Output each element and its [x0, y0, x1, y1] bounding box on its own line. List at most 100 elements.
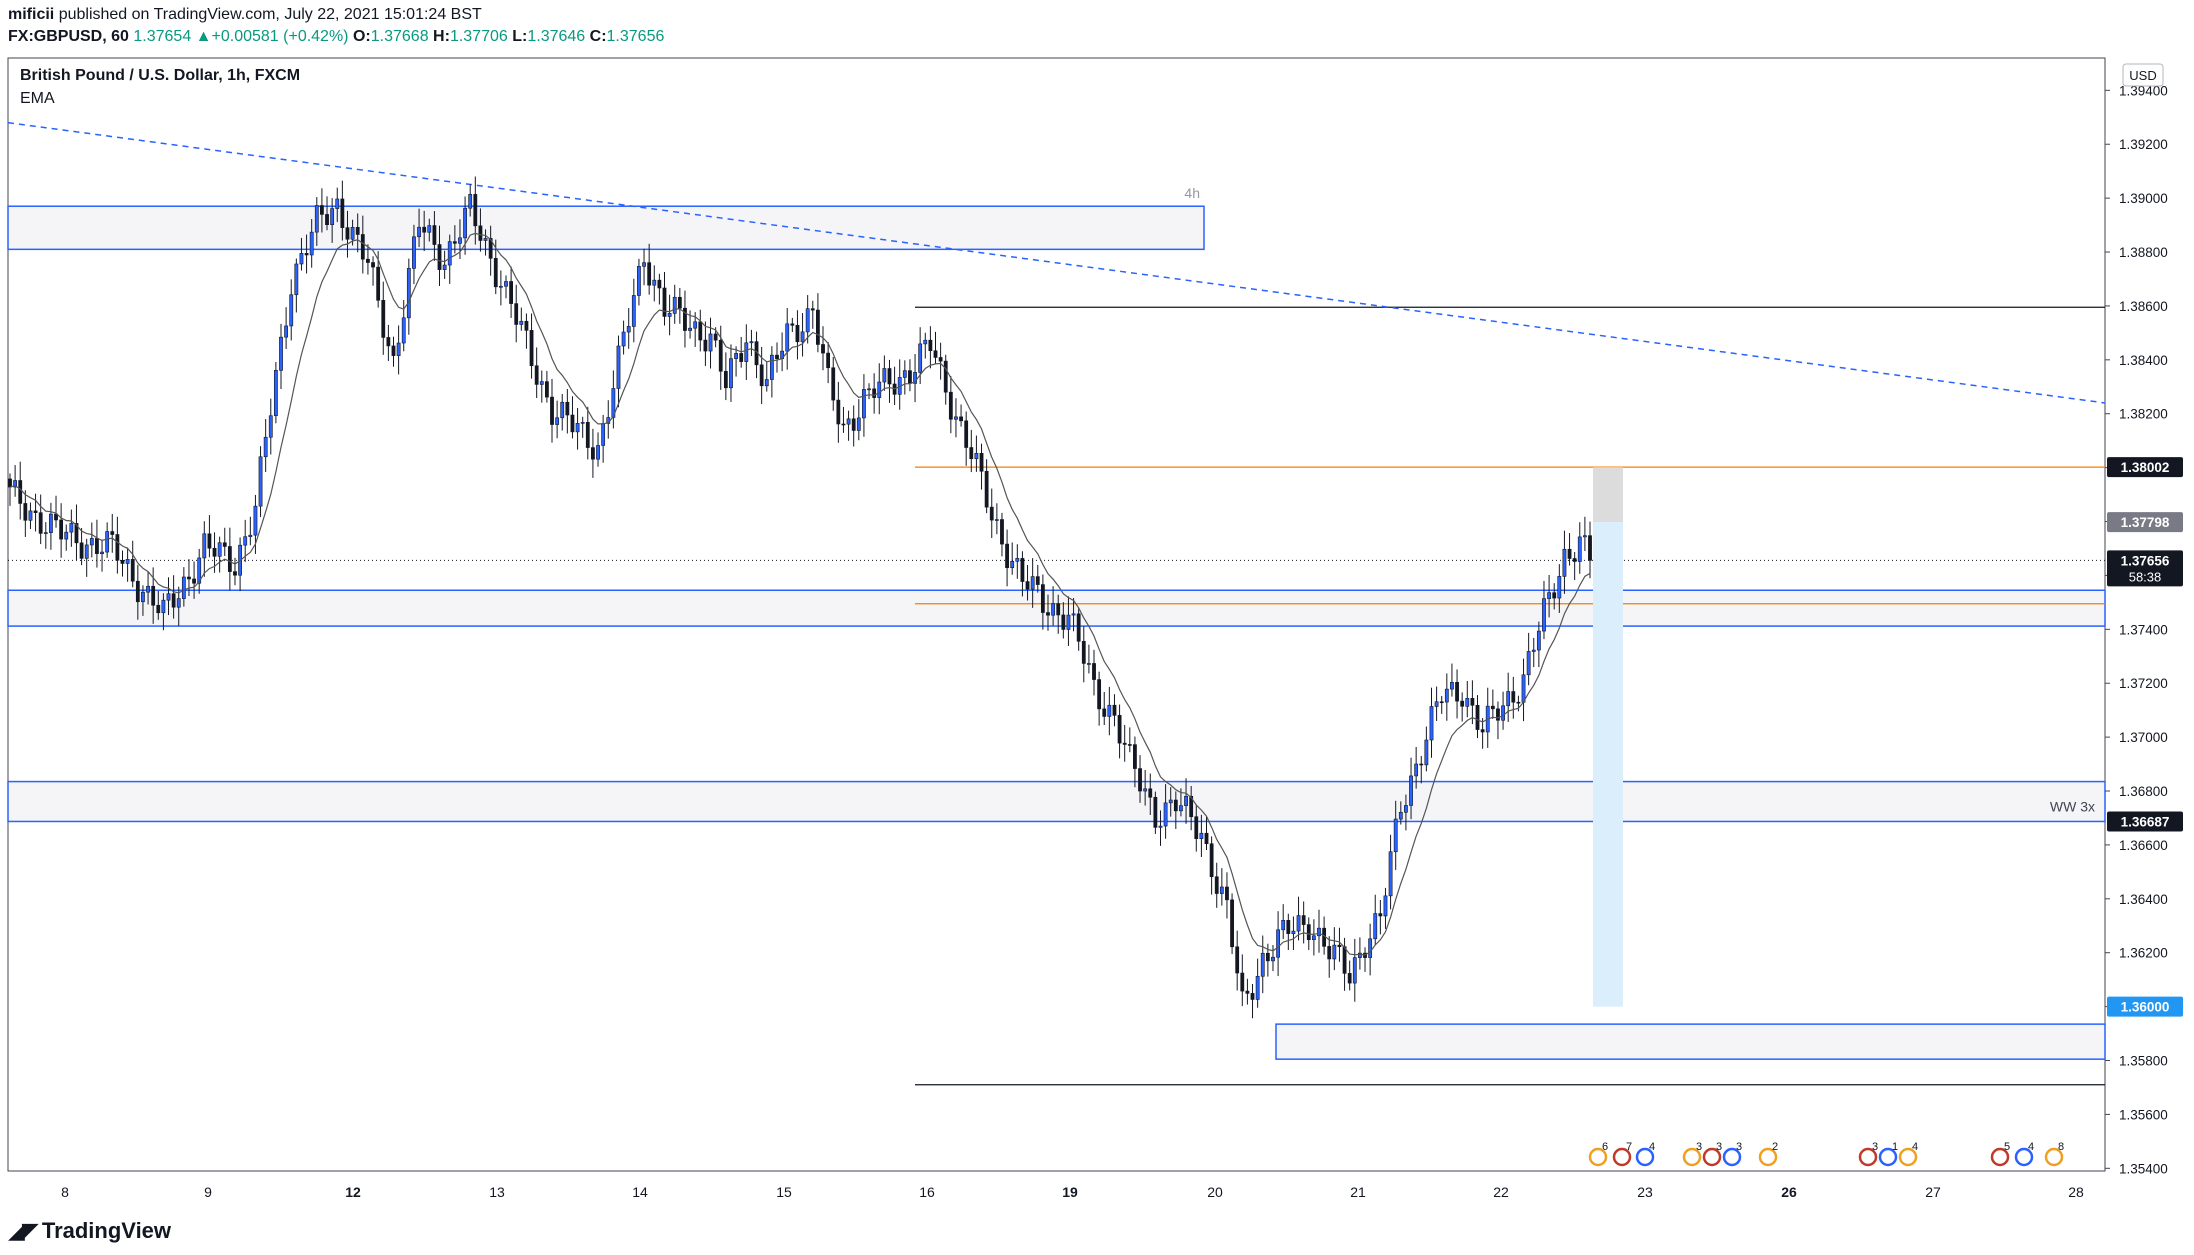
- stop-loss-box[interactable]: [1593, 467, 1623, 523]
- candle-body: [841, 423, 846, 426]
- candle-body: [902, 370, 907, 378]
- candle-body: [708, 333, 713, 352]
- candle-body: [355, 227, 360, 235]
- candle-body: [1219, 886, 1224, 894]
- candle-body: [38, 512, 43, 534]
- candle-body: [810, 308, 815, 311]
- candle-body: [1501, 705, 1505, 721]
- economic-event-icon[interactable]: [1588, 1147, 1608, 1167]
- candle-body: [923, 339, 928, 345]
- time-axis[interactable]: 8 9 12 13 14 15 16 19 20 21 22 23 26 27 28: [61, 1184, 2084, 1200]
- candle-body: [913, 372, 917, 384]
- zone-label: WW 3x: [2050, 799, 2095, 815]
- events-layer: 6 7 4 3 3 3 2 3 1 4 5 4 8: [1588, 1141, 2064, 1167]
- candle-body: [1404, 805, 1408, 813]
- candle-body: [800, 331, 805, 343]
- candle-body: [125, 559, 130, 564]
- candle-body: [1506, 691, 1511, 707]
- candle-body: [498, 285, 503, 288]
- candle-body: [775, 354, 779, 359]
- support-resistance-zone[interactable]: [1275, 1023, 2106, 1060]
- candle-body: [130, 559, 135, 582]
- ema-line[interactable]: [9, 232, 1591, 956]
- time-tick-label: 13: [489, 1184, 505, 1200]
- economic-event-icon[interactable]: [1612, 1147, 1632, 1167]
- candle-body: [688, 327, 692, 331]
- candle-body: [1470, 698, 1475, 706]
- candle-body: [1235, 946, 1240, 974]
- candle-body: [1153, 796, 1158, 828]
- candle-body: [570, 414, 575, 433]
- zone-label: 4h: [1184, 185, 1200, 201]
- take-profit-box[interactable]: [1593, 522, 1623, 1007]
- candle-body: [943, 360, 948, 393]
- currency-badge[interactable]: USD: [2122, 63, 2164, 87]
- event-count-label: 7: [1626, 1141, 1632, 1153]
- candle-body: [1429, 706, 1434, 741]
- price-label: 1.37656: [2121, 553, 2170, 568]
- candle-body: [396, 342, 401, 356]
- candle-body: [1588, 535, 1592, 561]
- support-resistance-zone[interactable]: [7, 780, 2106, 823]
- economic-event-icon[interactable]: [1702, 1147, 1722, 1167]
- candle-body: [458, 237, 462, 244]
- candle-body: [243, 536, 248, 546]
- economic-event-icon[interactable]: [1682, 1147, 1702, 1167]
- candle-body: [1388, 851, 1393, 897]
- economic-event-icon[interactable]: [1758, 1147, 1778, 1167]
- economic-event-icon[interactable]: [1990, 1147, 2010, 1167]
- candle-body: [872, 388, 877, 398]
- price-axis[interactable]: 1.35400 1.35600 1.35800 1.36000 1.36200 1.364…: [2105, 83, 2183, 1176]
- event-count-label: 5: [2004, 1141, 2010, 1153]
- candle-body: [534, 365, 539, 385]
- candle-body: [401, 317, 406, 344]
- candle-body: [1460, 700, 1465, 707]
- candle-body: [181, 576, 186, 599]
- candle-body: [1342, 946, 1347, 974]
- legend-indicator[interactable]: EMA: [20, 90, 55, 107]
- candle-body: [49, 513, 53, 533]
- candle-body: [1230, 899, 1234, 948]
- candle-body: [422, 226, 427, 233]
- candle-body: [299, 253, 304, 265]
- economic-event-icon[interactable]: [1878, 1147, 1898, 1167]
- candle-body: [1020, 558, 1025, 582]
- candle-body: [1291, 930, 1296, 934]
- economic-event-icon[interactable]: [2044, 1147, 2064, 1167]
- candle-body: [1061, 614, 1066, 630]
- price-label: 1.36000: [2121, 1000, 2170, 1015]
- candle-body: [1286, 920, 1291, 934]
- price-label: 1.37798: [2121, 515, 2170, 530]
- price-tick-label: 1.38200: [2119, 407, 2168, 422]
- trendline[interactable]: [7, 121, 2106, 404]
- candle-body: [156, 604, 161, 614]
- economic-event-icon[interactable]: [1858, 1147, 1878, 1167]
- economic-event-icon[interactable]: [1722, 1147, 1742, 1167]
- candle-body: [550, 396, 554, 425]
- candle-body: [1040, 584, 1045, 613]
- candle-body: [1424, 739, 1429, 766]
- candle-body: [171, 593, 176, 608]
- tradingview-logo[interactable]: ◢◤ TradingView: [8, 1218, 171, 1244]
- candle-body: [1260, 952, 1265, 977]
- candle-body: [437, 244, 442, 270]
- candle-body: [1311, 935, 1316, 941]
- support-resistance-zone[interactable]: [7, 205, 1205, 251]
- candle-body: [585, 422, 590, 448]
- candle-body: [483, 238, 488, 241]
- time-tick-label: 9: [204, 1184, 212, 1200]
- candle-body: [493, 257, 498, 288]
- economic-event-icon[interactable]: [1898, 1147, 1918, 1167]
- candle-body: [1035, 576, 1040, 585]
- candle-body: [1347, 973, 1352, 984]
- candle-body: [59, 519, 64, 540]
- economic-event-icon[interactable]: [2014, 1147, 2034, 1167]
- candle-body: [100, 551, 104, 554]
- candle-body: [826, 352, 831, 369]
- candle-body: [18, 480, 23, 504]
- candle-body: [862, 389, 866, 419]
- candle-body: [381, 300, 386, 338]
- candle-body: [105, 531, 110, 553]
- economic-event-icon[interactable]: [1635, 1147, 1655, 1167]
